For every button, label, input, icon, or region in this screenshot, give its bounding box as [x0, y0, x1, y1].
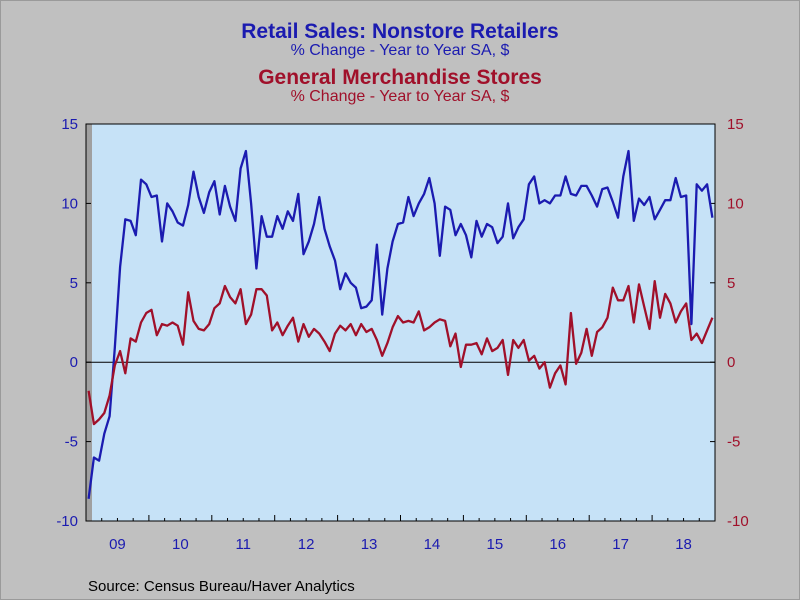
plot-area	[85, 123, 716, 522]
y-tick-label-right: -10	[727, 513, 749, 530]
x-tick-label: 12	[298, 536, 315, 553]
recession-shade	[86, 124, 92, 521]
chart-subtitle-2: % Change - Year to Year SA, $	[290, 88, 510, 105]
x-tick-label: 14	[424, 536, 441, 553]
x-tick-label: 13	[361, 536, 378, 553]
series-line-1	[87, 149, 714, 499]
chart-subtitle: % Change - Year to Year SA, $	[290, 42, 510, 59]
y-tick-label-right: 5	[727, 275, 735, 292]
x-tick-label: 17	[612, 536, 629, 553]
x-tick-label: 10	[172, 536, 189, 553]
y-tick-label-left: 0	[70, 354, 78, 371]
y-tick-label-right: 0	[727, 354, 735, 371]
x-tick-label: 11	[235, 536, 251, 553]
series-line-2	[87, 280, 714, 426]
y-tick-label-left: 10	[61, 195, 78, 212]
y-tick-label-left: 5	[70, 275, 78, 292]
x-tick-label: 09	[109, 536, 126, 553]
x-tick-label: 18	[675, 536, 692, 553]
y-tick-label-left: -10	[56, 513, 78, 530]
y-tick-label-right: 15	[727, 116, 744, 133]
y-tick-label-left: -5	[65, 434, 78, 451]
source-note: Source: Census Bureau/Haver Analytics	[88, 578, 355, 595]
chart-title-2: General Merchandise Stores	[258, 66, 542, 89]
y-tick-label-right: 10	[727, 195, 744, 212]
y-tick-label-left: 15	[61, 116, 78, 133]
x-tick-label: 16	[549, 536, 566, 553]
y-tick-label-right: -5	[727, 434, 740, 451]
x-tick-label: 15	[487, 536, 504, 553]
chart-title: Retail Sales: Nonstore Retailers	[241, 20, 559, 43]
